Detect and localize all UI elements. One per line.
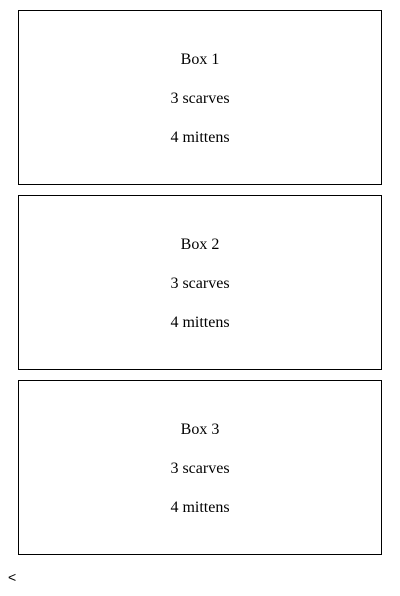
box-card: Box 1 3 scarves 4 mittens — [18, 10, 382, 185]
back-button[interactable]: < — [8, 569, 17, 585]
mittens-count: 4 mittens — [170, 499, 230, 516]
box-title: Box 2 — [180, 236, 220, 253]
scarves-count: 3 scarves — [170, 90, 230, 107]
scarves-count: 3 scarves — [170, 275, 230, 292]
mittens-count: 4 mittens — [170, 314, 230, 331]
box-title: Box 3 — [180, 421, 220, 438]
box-title: Box 1 — [180, 51, 220, 68]
mittens-count: 4 mittens — [170, 129, 230, 146]
box-card: Box 2 3 scarves 4 mittens — [18, 195, 382, 370]
box-card: Box 3 3 scarves 4 mittens — [18, 380, 382, 555]
scarves-count: 3 scarves — [170, 460, 230, 477]
